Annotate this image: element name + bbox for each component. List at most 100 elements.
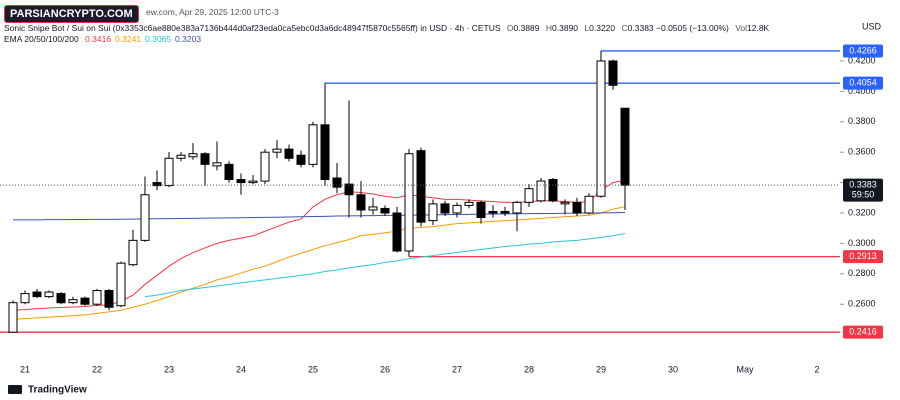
level-label-box [843,250,883,264]
candle-body [500,210,510,214]
candle-body [332,177,342,188]
brand-icon [8,385,22,394]
y-tick-label: 0.3000 [848,238,876,248]
y-tick-label: 0.4000 [848,86,876,96]
indicator-values: 0.3416 0.3241 0.3065 0.3203 [81,34,201,44]
candle-body [68,299,78,304]
level-label: 0.4054 [849,78,877,88]
candle-body [464,201,474,206]
x-tick-label: 22 [92,364,102,374]
brand: TradingView [28,385,87,396]
candle-body [296,154,306,165]
candle-body [368,206,378,211]
indicator-value: 0.3065 [145,34,172,44]
x-tick-label: 21 [20,364,30,374]
field-label: C [621,23,628,33]
candle-body [224,163,234,181]
currency: USD [862,21,882,31]
change: −0.0505 (−13.00%) [656,23,729,33]
candle-body [188,153,198,158]
candle-body [200,153,210,165]
candle-body [488,210,498,214]
y-tick-label: 0.2600 [848,299,876,309]
ema-line [13,212,626,221]
field-value: 0.3890 [552,23,579,33]
y-tick-label: 0.3600 [848,147,876,157]
symbol-line: Sonic Snipe Bot / Sui on Sui (0x3353c6ae… [4,23,769,33]
candle-body [356,194,366,211]
x-tick-label: 26 [380,364,390,374]
candle-body [536,180,546,202]
field-value: 0.3889 [513,23,540,33]
candle-body [92,290,102,305]
y-tick-label: 0.3800 [848,116,876,126]
volume: 12.8K [747,23,770,33]
candle-body [404,153,414,252]
candle-body [512,201,522,214]
candle-body [56,293,66,304]
ema-line [12,179,626,311]
x-tick-label: May [736,364,754,374]
field-label: O [506,23,514,33]
candle-body [524,188,534,203]
logo: PARSIANCRYPTO.COM [4,5,139,23]
candle-body [236,179,246,184]
candle-body [104,290,114,308]
candle-body [344,183,354,196]
candle-body [608,60,618,86]
candle-body [8,302,18,333]
y-tick-label: 0.2800 [848,268,876,278]
candle-body [212,162,222,167]
candle-body [260,151,270,182]
candle-body [548,179,558,202]
candle-body [248,180,258,184]
price-label-box [843,178,883,202]
field-label: L [584,23,590,33]
candle-body [476,201,486,219]
y-tick-label: 0.4200 [848,55,876,65]
candle-body [272,148,282,153]
x-tick-label: 27 [452,364,462,374]
candle-body [440,203,450,214]
candle-body [140,194,150,241]
x-tick-label: 29 [596,364,606,374]
x-tick-label: 23 [164,364,174,374]
candle-body [20,293,30,304]
x-tick-label: 2 [814,364,819,374]
price-label: 0.3383 [849,180,877,190]
level-label: 0.4266 [849,45,877,55]
indicator-value: 0.3203 [175,34,202,44]
x-tick-label: 24 [236,364,246,374]
indicator-value: 0.3416 [85,34,112,44]
candle-body [284,148,294,159]
level-label-box [843,325,883,339]
ema-line [144,233,626,298]
candle-body [560,201,570,205]
candle-body [380,207,390,214]
symbol: Sonic Snipe Bot / Sui on Sui (0x3353c6ae… [4,23,501,33]
candle-body [572,201,582,214]
candle-body [80,297,90,305]
x-tick-label: 25 [308,364,318,374]
field-value: 0.3220 [589,23,616,33]
candle-body [620,107,630,186]
candle-body [416,150,426,223]
candle-body [32,291,42,298]
level-label-box [843,44,883,58]
y-tick-label: 0.3200 [848,207,876,217]
candle-body [320,124,330,181]
indicator-line: EMA 20/50/100/200 0.3416 0.3241 0.3065 0.32… [4,34,201,44]
candle-body [44,291,54,298]
level-label-box [843,76,883,90]
level-label: 0.2416 [849,327,877,337]
volume-label: Vol [735,23,748,33]
candle-body [128,239,138,266]
candle-body [176,154,186,159]
field-label: H [545,23,553,33]
candle-body [116,262,126,307]
candle-body [308,124,318,165]
candle-body [392,212,402,252]
indicator: EMA 20/50/100/200 [4,34,79,44]
